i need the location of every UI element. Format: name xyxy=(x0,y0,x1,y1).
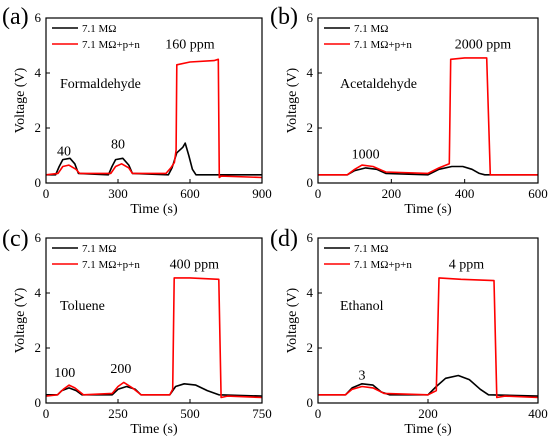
concentration-label: 160 ppm xyxy=(165,37,215,52)
x-tick-label: 500 xyxy=(180,406,200,421)
panel-label: (d) xyxy=(270,226,298,252)
x-axis-title: Time (s) xyxy=(130,202,178,217)
y-tick-label: 0 xyxy=(307,395,314,410)
y-tick-label: 4 xyxy=(307,285,314,300)
plot-frame xyxy=(317,237,539,404)
x-tick-label: 400 xyxy=(455,186,475,201)
series-line-bare xyxy=(46,142,262,176)
y-tick-label: 2 xyxy=(307,120,314,135)
gas-label: Ethanol xyxy=(340,299,384,314)
panel-label: (a) xyxy=(2,4,29,30)
x-axis-title: Time (s) xyxy=(404,202,452,217)
y-tick-label: 4 xyxy=(35,65,42,80)
concentration-label: 3 xyxy=(359,369,366,384)
y-tick-label: 0 xyxy=(35,395,42,410)
x-tick-label: 0 xyxy=(315,186,322,201)
concentration-label: 100 xyxy=(54,366,75,381)
concentration-label: 4 ppm xyxy=(449,257,485,272)
chart-panel-3: (c) 0 2 4 6 0 250 500 750 Time (s) Voltage (V) 7.1 … xyxy=(2,226,272,437)
gas-label: Formaldehyde xyxy=(60,77,141,92)
legend-entry: 7.1 MΩ xyxy=(354,23,388,35)
legend-entry: 7.1 MΩ+p+n xyxy=(354,259,412,271)
gas-label: Acetaldehyde xyxy=(340,77,417,92)
y-axis-title: Voltage (V) xyxy=(285,287,300,353)
x-tick-label: 0 xyxy=(43,186,50,201)
concentration-label: 1000 xyxy=(352,147,380,162)
legend-entry: 7.1 MΩ+p+n xyxy=(82,39,140,51)
y-tick-label: 2 xyxy=(307,340,314,355)
series-line-bare xyxy=(318,165,538,176)
x-tick-label: 400 xyxy=(528,406,548,421)
y-tick-label: 6 xyxy=(307,10,314,25)
chart-panel-2: (b) 0 2 4 6 0 200 400 600 Time (s) Voltage (V) 7.1 … xyxy=(270,4,548,217)
plot-frame xyxy=(317,17,539,184)
panel-label: (b) xyxy=(270,4,298,30)
chart-panel-1: (a) 0 2 4 6 0 300 600 900 Time (s) Voltage (V) 7.1 … xyxy=(2,4,272,217)
x-tick-label: 600 xyxy=(528,186,548,201)
concentration-label: 2000 ppm xyxy=(455,37,512,52)
plot-frame xyxy=(45,237,263,404)
x-tick-label: 900 xyxy=(252,186,272,201)
chart-panel-4: (d) 0 2 4 6 0 200 400 Time (s) Voltage (V) 7.1 MΩ 7… xyxy=(270,226,548,437)
x-axis-title: Time (s) xyxy=(130,422,178,437)
y-tick-label: 2 xyxy=(35,120,42,135)
legend-entry: 7.1 MΩ xyxy=(82,23,116,35)
y-tick-label: 6 xyxy=(35,230,42,245)
legend-entry: 7.1 MΩ+p+n xyxy=(354,39,412,51)
x-tick-label: 200 xyxy=(418,406,438,421)
legend-entry: 7.1 MΩ+p+n xyxy=(82,259,140,271)
x-tick-label: 200 xyxy=(382,186,402,201)
concentration-label: 400 ppm xyxy=(170,257,220,272)
y-tick-label: 4 xyxy=(307,65,314,80)
series-line-p-n xyxy=(318,57,538,176)
series-line-p-n xyxy=(46,58,262,179)
y-axis-title: Voltage (V) xyxy=(13,67,28,133)
legend-entry: 7.1 MΩ xyxy=(354,243,388,255)
y-tick-label: 2 xyxy=(35,340,42,355)
concentration-label: 200 xyxy=(110,362,131,377)
x-tick-label: 600 xyxy=(180,186,200,201)
plot-frame xyxy=(45,17,263,184)
x-tick-label: 750 xyxy=(252,406,272,421)
y-axis-title: Voltage (V) xyxy=(13,287,28,353)
legend-entry: 7.1 MΩ xyxy=(82,243,116,255)
series-line-p-n xyxy=(318,277,538,399)
y-tick-label: 0 xyxy=(307,175,314,190)
x-tick-label: 0 xyxy=(315,406,322,421)
concentration-label: 40 xyxy=(57,145,71,160)
y-tick-label: 0 xyxy=(35,175,42,190)
x-tick-label: 250 xyxy=(108,406,128,421)
series-line-bare xyxy=(318,374,538,397)
y-tick-label: 4 xyxy=(35,285,42,300)
y-tick-label: 6 xyxy=(307,230,314,245)
x-tick-label: 300 xyxy=(108,186,128,201)
gas-label: Toluene xyxy=(60,299,105,314)
x-axis-title: Time (s) xyxy=(404,422,452,437)
concentration-label: 80 xyxy=(111,138,125,153)
series-line-p-n xyxy=(46,277,262,399)
y-tick-label: 6 xyxy=(35,10,42,25)
panel-label: (c) xyxy=(2,226,29,252)
x-tick-label: 0 xyxy=(43,406,50,421)
y-axis-title: Voltage (V) xyxy=(285,67,300,133)
